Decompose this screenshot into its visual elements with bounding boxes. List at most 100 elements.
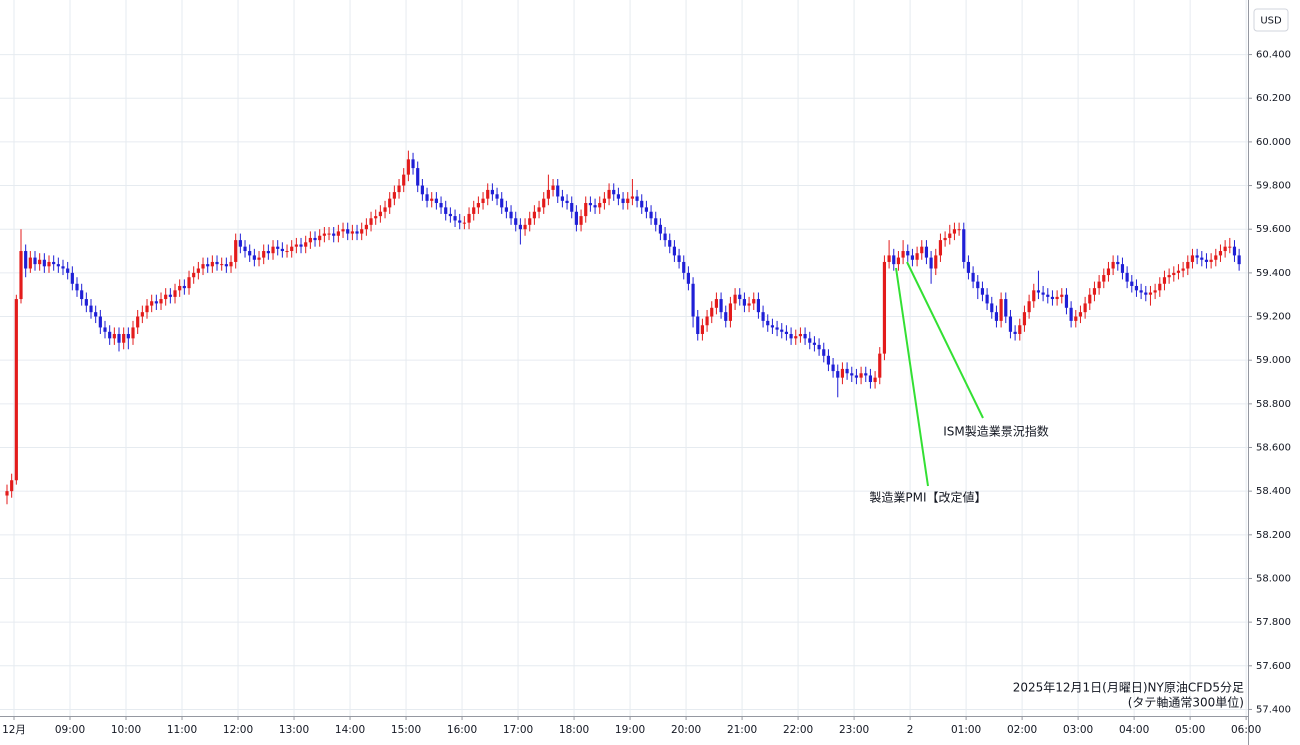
candle-body (444, 207, 448, 214)
candle-body (388, 198, 392, 208)
chart-title: 2025年12月1日(月曜日)NY原油CFD5分足 (1013, 681, 1244, 695)
candle-body (1088, 294, 1092, 304)
candle-body (1218, 251, 1223, 256)
candle-body (1064, 294, 1069, 308)
candle-body (504, 207, 508, 212)
currency-label: USD (1260, 16, 1282, 27)
candle-body (360, 229, 364, 234)
candle-body (80, 290, 84, 300)
candle-body (201, 264, 205, 269)
candle-body (1190, 255, 1195, 262)
candle-body (1148, 292, 1153, 295)
candle-body (985, 294, 989, 304)
candle-body (1083, 303, 1087, 313)
candle-body (710, 307, 714, 317)
candle-body (108, 331, 112, 339)
x-tick-label: 09:00 (55, 724, 85, 736)
candle-body (70, 272, 74, 284)
candle-body (994, 312, 999, 321)
candle-body (873, 377, 877, 383)
candle-body (168, 294, 172, 297)
candle-body (1060, 294, 1064, 297)
candle-body (187, 277, 191, 289)
candle-body (1209, 259, 1213, 262)
candle-body (140, 312, 144, 317)
candle-body (971, 272, 975, 282)
candle-body (374, 216, 378, 219)
candle-body (705, 316, 709, 326)
candle-body (677, 255, 681, 262)
candle-body (248, 251, 252, 256)
candle-body (392, 192, 396, 199)
candle-body (868, 375, 873, 383)
candle-body (654, 218, 658, 225)
annotation: 製造業PMI【改定値】 (869, 490, 986, 505)
candle-body (1204, 259, 1209, 262)
candle-body (924, 246, 929, 258)
y-tick-label: 60.200 (1256, 93, 1291, 104)
candle-body (290, 246, 294, 252)
candle-body (901, 251, 905, 258)
candle-body (556, 185, 560, 197)
candle-body (1116, 261, 1120, 265)
y-tick-label: 58.600 (1256, 443, 1291, 454)
candle-body (1092, 288, 1097, 295)
candle-body (602, 198, 606, 204)
candle-body (957, 229, 961, 231)
candle-body (1144, 292, 1148, 295)
candle-body (145, 305, 149, 313)
candle-body (299, 244, 303, 247)
candle-body (845, 368, 849, 374)
candle-body (238, 240, 242, 247)
candle-body (1223, 246, 1227, 252)
candle-body (882, 261, 887, 354)
candle-body (271, 246, 275, 254)
currency-box (1253, 8, 1289, 32)
y-tick-label: 59.200 (1256, 312, 1291, 323)
candle-body (364, 224, 368, 230)
candle-body (495, 194, 499, 199)
candle-body (52, 261, 56, 265)
candle-body (682, 261, 686, 273)
candle-body (322, 233, 326, 236)
candle-body (453, 216, 457, 221)
candle-body (462, 222, 466, 224)
candle-body (999, 299, 1003, 321)
candle-body (840, 368, 845, 378)
candle-body (369, 218, 373, 225)
candle-body (304, 242, 308, 247)
candle-body (952, 229, 957, 234)
candle-body (896, 257, 901, 265)
candle-body (915, 253, 919, 260)
candle-body (154, 301, 158, 304)
candle-body (658, 224, 662, 234)
candle-body (164, 294, 168, 300)
candle-body (75, 283, 79, 291)
candle-body (542, 198, 546, 208)
x-tick-label: 13:00 (279, 724, 309, 736)
candle-body (523, 224, 527, 230)
candle-body (626, 198, 630, 204)
candle-body (943, 237, 947, 241)
candle-body (84, 299, 88, 306)
candle-body (490, 189, 494, 195)
candle-body (663, 233, 667, 241)
candle-body (672, 246, 676, 256)
candle-body (612, 189, 616, 195)
candle-body (332, 233, 336, 236)
candle-body (210, 261, 214, 267)
candle-body (906, 251, 910, 256)
annotation: ISM製造業景況指数 (943, 424, 1049, 439)
candle-body (355, 231, 359, 234)
candle-body (98, 316, 102, 328)
x-tick-label: 14:00 (335, 724, 365, 736)
x-tick-label: 02:00 (1007, 724, 1037, 736)
candle-body (962, 229, 966, 262)
candle-body (570, 203, 574, 212)
candle-body (1162, 277, 1167, 284)
candle-body (10, 480, 14, 492)
candle-body (425, 194, 429, 201)
candle-body (780, 329, 784, 332)
candle-body (822, 349, 826, 356)
candle-body (528, 218, 532, 225)
